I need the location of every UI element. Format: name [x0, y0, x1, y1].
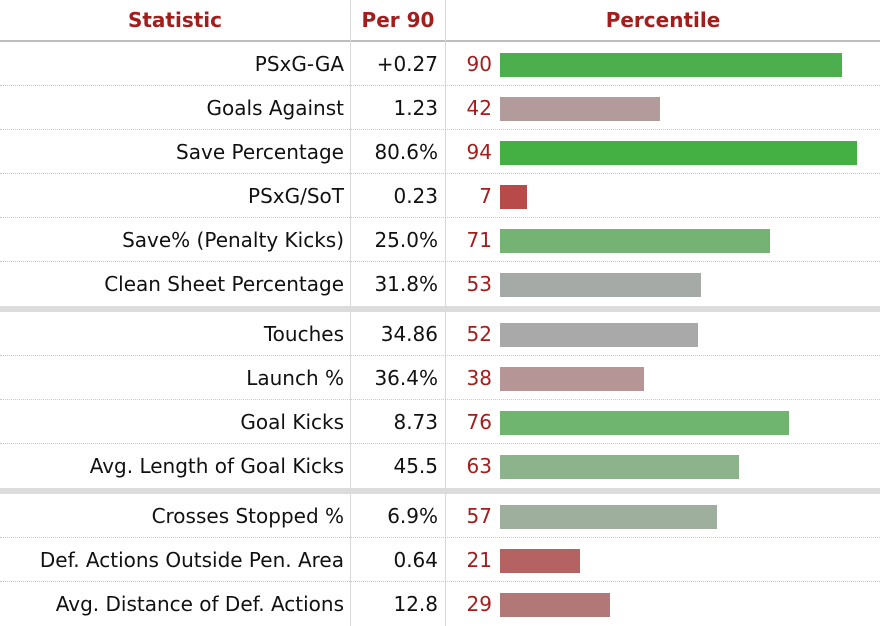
percentile-label: 57: [466, 504, 492, 528]
table-row: Def. Actions Outside Pen. Area 0.64 21: [0, 538, 880, 582]
table-row: PSxG/SoT 0.23 7: [0, 174, 880, 218]
per90-value: 0.64: [393, 548, 438, 572]
table-row: Goal Kicks 8.73 76: [0, 400, 880, 444]
per90-value: 31.8%: [374, 272, 438, 296]
percentile-bar: [500, 229, 770, 253]
table-row: Avg. Length of Goal Kicks 45.5 63: [0, 444, 880, 488]
percentile-label: 90: [466, 52, 492, 76]
percentile-bar: [500, 323, 698, 347]
row-divider: [0, 173, 880, 174]
per90-value: 0.23: [393, 184, 438, 208]
percentile-bar: [500, 273, 701, 297]
column-divider: [445, 0, 446, 626]
percentile-label: 76: [466, 410, 492, 434]
percentile-label: 7: [479, 184, 492, 208]
table-row: Launch % 36.4% 38: [0, 356, 880, 400]
percentile-bar: [500, 97, 660, 121]
percentile-bar: [500, 411, 789, 435]
percentile-label: 94: [466, 140, 492, 164]
per90-value: 1.23: [393, 96, 438, 120]
table-row: Avg. Distance of Def. Actions 12.8 29: [0, 582, 880, 626]
percentile-bar: [500, 53, 842, 77]
per90-value: 45.5: [393, 454, 438, 478]
stat-name: Goal Kicks: [240, 410, 344, 434]
row-divider: [0, 129, 880, 130]
table-row: Touches 34.86 52: [0, 312, 880, 356]
percentile-label: 53: [466, 272, 492, 296]
header-per90: Per 90: [361, 8, 435, 32]
stat-name: Crosses Stopped %: [151, 504, 344, 528]
table-row: Goals Against 1.23 42: [0, 86, 880, 130]
per90-value: 34.86: [380, 322, 438, 346]
stat-name: Clean Sheet Percentage: [104, 272, 344, 296]
percentile-bar: [500, 549, 580, 573]
percentile-bar: [500, 141, 857, 165]
header-divider: [0, 40, 880, 42]
percentile-label: 71: [466, 228, 492, 252]
per90-value: +0.27: [376, 52, 438, 76]
header-percentile: Percentile: [605, 8, 721, 32]
stat-name: Save% (Penalty Kicks): [122, 228, 344, 252]
stat-name: PSxG/SoT: [248, 184, 344, 208]
stat-name: Def. Actions Outside Pen. Area: [39, 548, 344, 572]
row-divider: [0, 443, 880, 444]
percentile-label: 52: [466, 322, 492, 346]
stat-name: Goals Against: [206, 96, 344, 120]
stat-name: Launch %: [246, 366, 344, 390]
row-divider: [0, 261, 880, 262]
table-row: Save Percentage 80.6% 94: [0, 130, 880, 174]
table-row: PSxG-GA +0.27 90: [0, 42, 880, 86]
group-separator: [0, 488, 880, 494]
stat-name: Avg. Distance of Def. Actions: [55, 592, 344, 616]
per90-value: 12.8: [393, 592, 438, 616]
per90-value: 80.6%: [374, 140, 438, 164]
row-divider: [0, 399, 880, 400]
percentile-label: 63: [466, 454, 492, 478]
stat-name: PSxG-GA: [254, 52, 344, 76]
per90-value: 6.9%: [387, 504, 438, 528]
percentile-label: 38: [466, 366, 492, 390]
row-divider: [0, 217, 880, 218]
per90-value: 25.0%: [374, 228, 438, 252]
stat-name: Avg. Length of Goal Kicks: [89, 454, 344, 478]
percentile-label: 29: [466, 592, 492, 616]
per90-value: 8.73: [393, 410, 438, 434]
stat-name: Touches: [263, 322, 344, 346]
percentile-label: 21: [466, 548, 492, 572]
table-row: Crosses Stopped % 6.9% 57: [0, 494, 880, 538]
row-divider: [0, 581, 880, 582]
stat-name: Save Percentage: [176, 140, 344, 164]
table-row: Save% (Penalty Kicks) 25.0% 71: [0, 218, 880, 262]
percentile-bar: [500, 593, 610, 617]
percentile-bar: [500, 455, 739, 479]
column-divider: [350, 0, 351, 626]
percentile-bar: [500, 185, 527, 209]
row-divider: [0, 85, 880, 86]
table-row: Clean Sheet Percentage 31.8% 53: [0, 262, 880, 306]
row-divider: [0, 355, 880, 356]
header-statistic: Statistic: [127, 8, 223, 32]
percentile-bar: [500, 367, 644, 391]
per90-value: 36.4%: [374, 366, 438, 390]
percentile-bar: [500, 505, 717, 529]
row-divider: [0, 537, 880, 538]
percentile-label: 42: [466, 96, 492, 120]
group-separator: [0, 306, 880, 312]
